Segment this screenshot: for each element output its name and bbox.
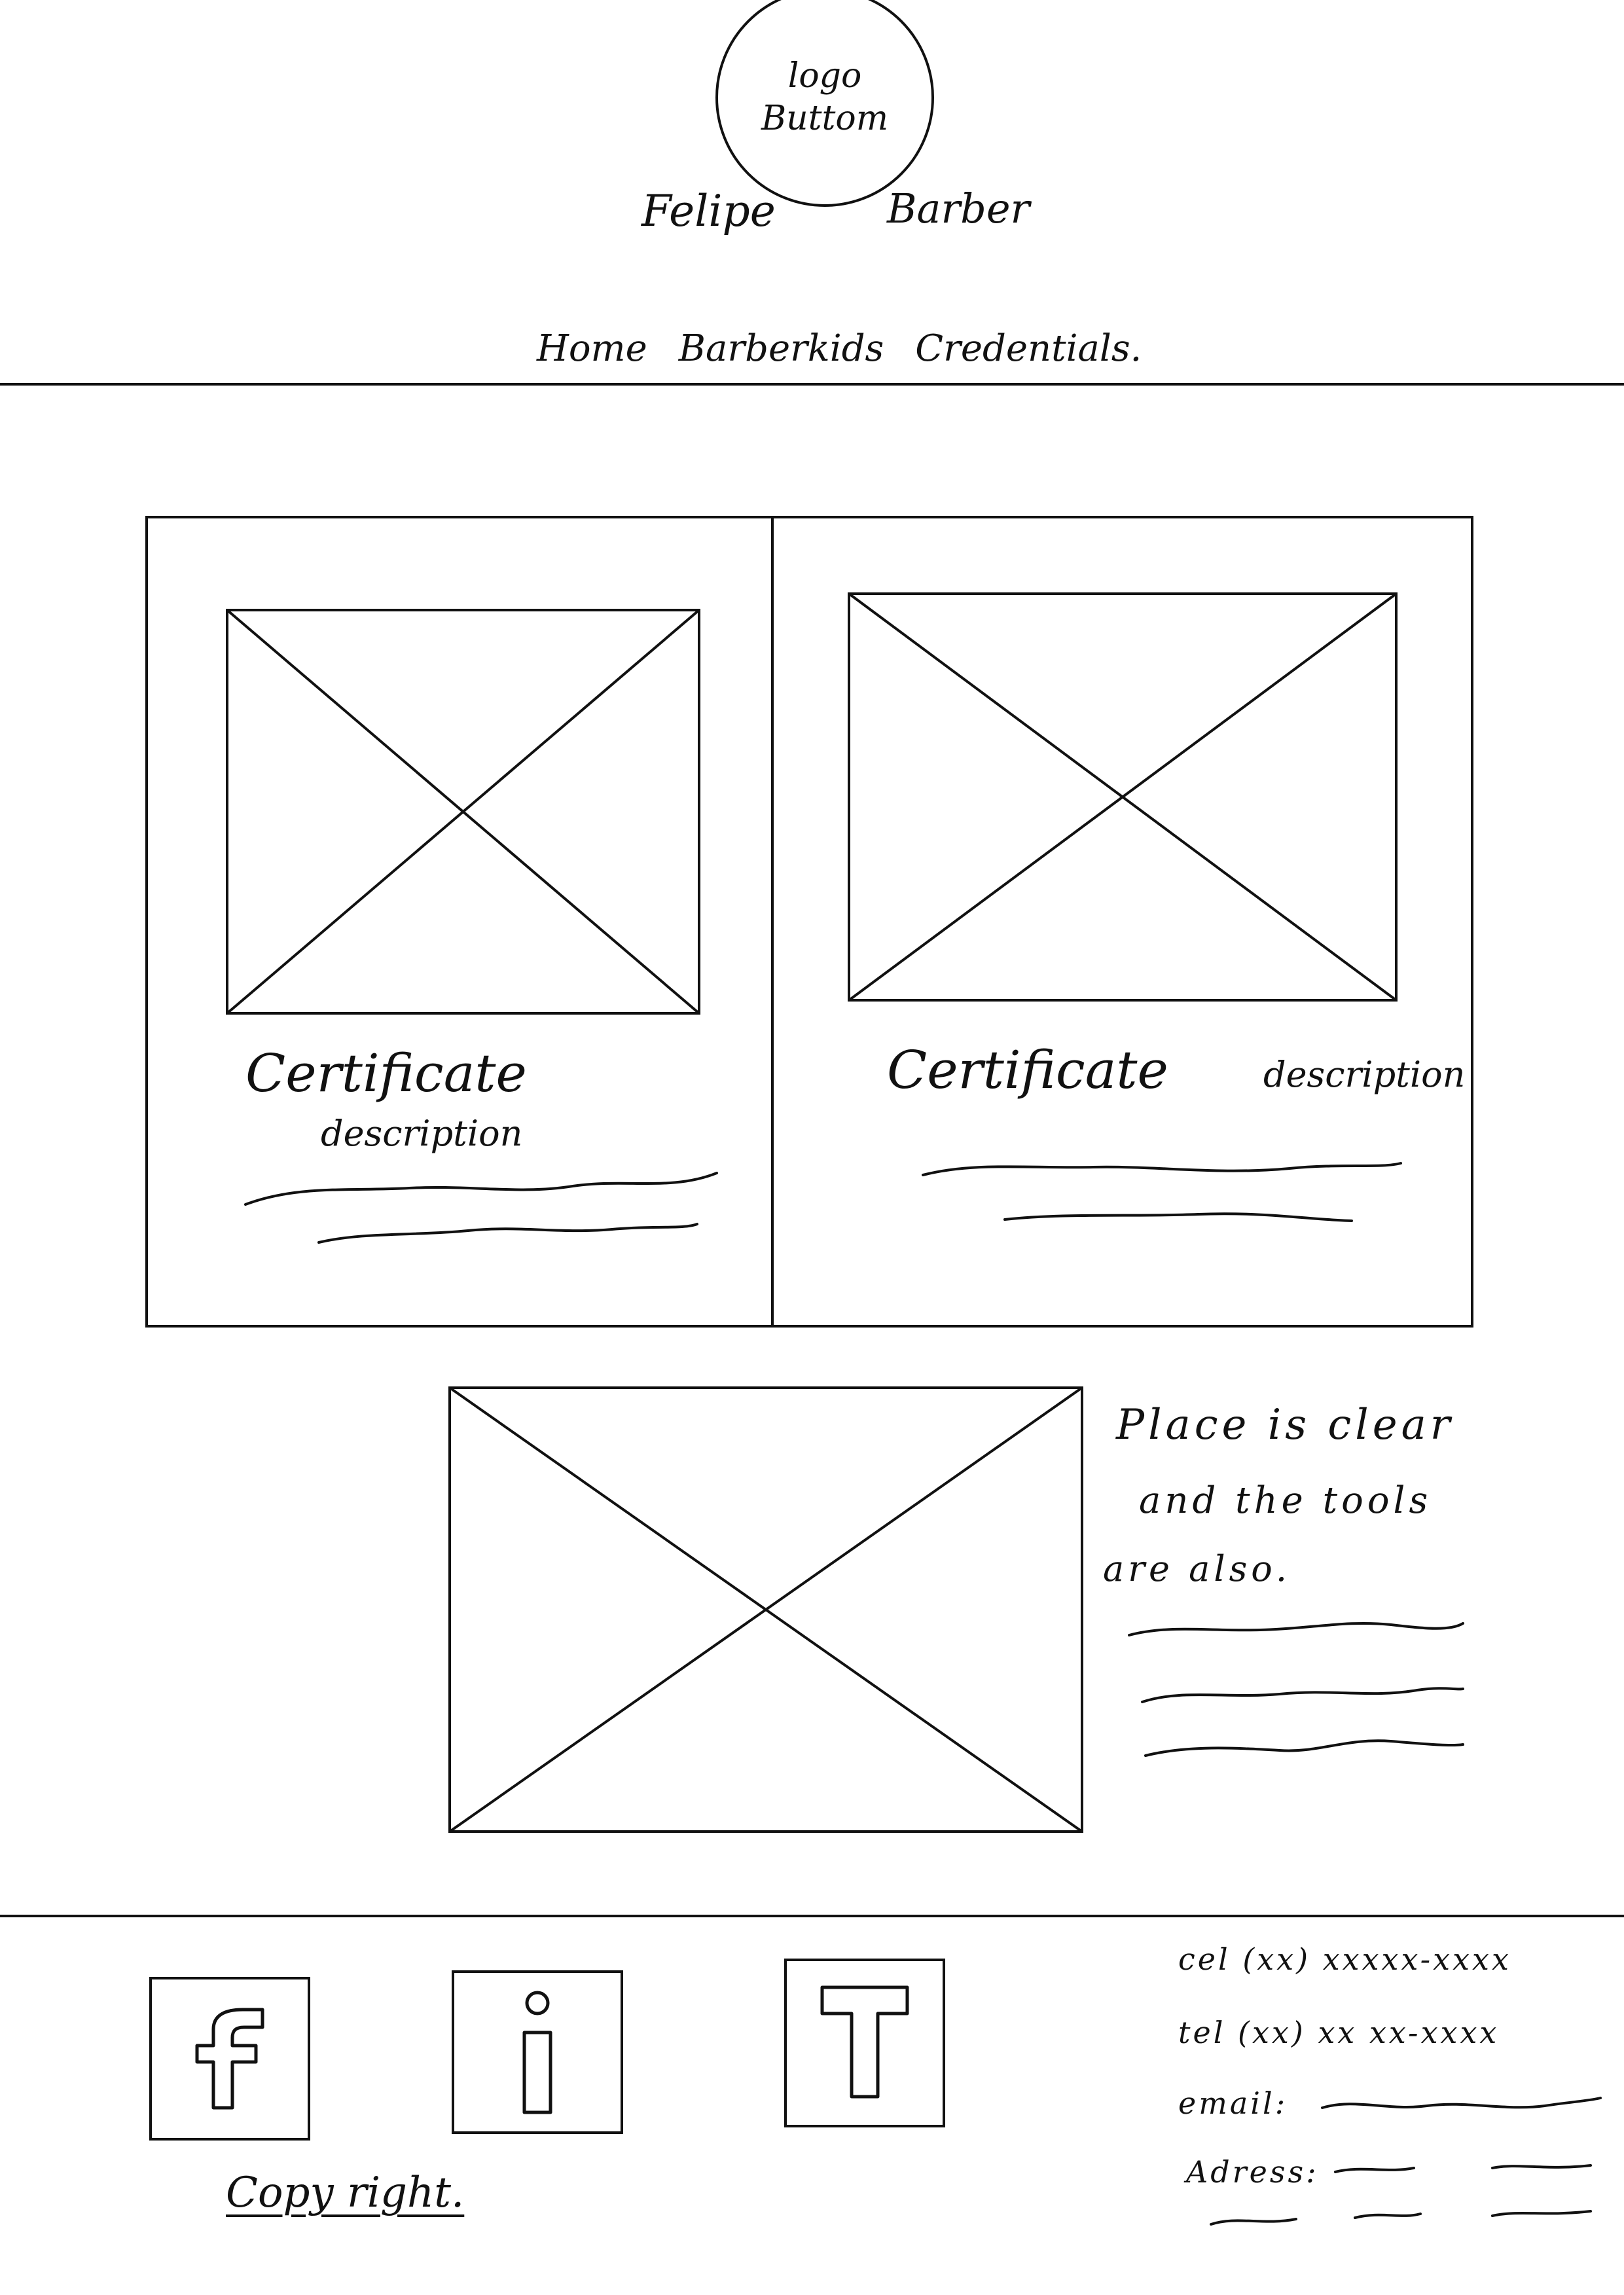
contact-address-label: Adress: bbox=[1186, 2154, 1319, 2190]
shop-image-placeholder bbox=[448, 1386, 1083, 1833]
certificates-section bbox=[145, 516, 1473, 1328]
address-placeholder-lines bbox=[1210, 2164, 1592, 2226]
certificate-title-1: Certificate bbox=[245, 1043, 527, 1104]
feature-placeholder-lines bbox=[1128, 1621, 1464, 1757]
copyright-link[interactable]: Copy right. bbox=[226, 2169, 465, 2217]
header-divider bbox=[0, 383, 1624, 386]
logo-line-2: Buttom bbox=[761, 99, 889, 138]
contact-tel: tel (xx) xx xx-xxxx bbox=[1178, 2015, 1500, 2050]
certificate-desc-1: description bbox=[321, 1113, 523, 1154]
nav-item-home[interactable]: Home bbox=[537, 327, 647, 370]
logo-button[interactable]: logo Buttom bbox=[715, 0, 934, 207]
text-placeholder-lines-1 bbox=[244, 1172, 718, 1244]
certificate-image-placeholder-2 bbox=[848, 592, 1398, 1002]
contact-cel: cel (xx) xxxxx-xxxx bbox=[1178, 1942, 1511, 1977]
cards-divider bbox=[771, 517, 774, 1326]
footer-divider bbox=[0, 1915, 1624, 1917]
certificate-title-2: Certificate bbox=[887, 1039, 1168, 1100]
twitter-icon bbox=[820, 1985, 909, 2099]
brand-first-name: Felipe bbox=[641, 186, 776, 236]
twitter-link[interactable] bbox=[784, 1959, 945, 2127]
facebook-link[interactable] bbox=[149, 1977, 310, 2141]
instagram-icon bbox=[522, 1991, 552, 2114]
feature-text-line-1: Place is clear bbox=[1116, 1401, 1454, 1449]
text-placeholder-lines-2 bbox=[922, 1162, 1402, 1222]
contact-email-label: email: bbox=[1178, 2086, 1288, 2121]
instagram-link[interactable] bbox=[452, 1970, 623, 2134]
certificate-image-placeholder-1 bbox=[226, 609, 700, 1015]
main-nav: Home Barberkids Credentials. bbox=[537, 331, 1142, 367]
feature-text-line-3: are also. bbox=[1103, 1548, 1291, 1589]
facebook-icon bbox=[195, 2008, 264, 2110]
feature-text-line-2: and the tools bbox=[1139, 1479, 1432, 1522]
logo-line-1: logo bbox=[787, 56, 862, 96]
certificate-desc-2: description bbox=[1263, 1054, 1466, 1095]
brand-last-name: Barber bbox=[887, 185, 1030, 232]
nav-item-barberkids[interactable]: Barberkids bbox=[678, 327, 884, 370]
email-placeholder-line bbox=[1321, 2097, 1602, 2109]
nav-item-credentials[interactable]: Credentials. bbox=[915, 327, 1142, 370]
